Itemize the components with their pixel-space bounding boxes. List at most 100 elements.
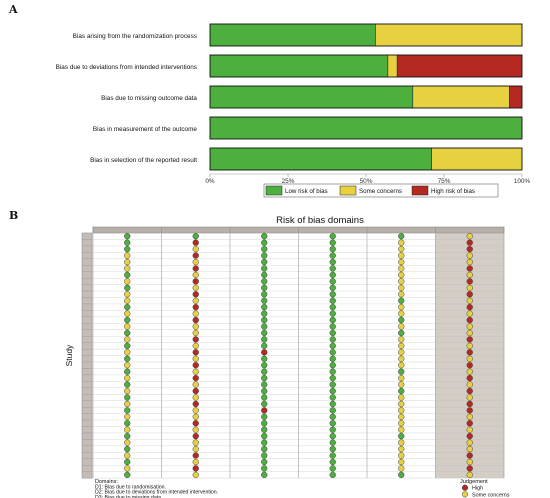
judgement-dot [192, 291, 199, 298]
judgement-dot [329, 381, 336, 388]
y-axis-label: Study [64, 344, 74, 366]
judgement-dot [466, 297, 473, 304]
legend: Low risk of bias Some concerns High risk o… [263, 183, 499, 198]
domain-note: D3: Bias due to missing data. [95, 495, 162, 498]
judgement-dot [261, 323, 268, 330]
judgement-dot [466, 342, 473, 350]
judgement-dot [329, 291, 336, 298]
judgement-dot [398, 271, 405, 279]
domain-note: D1: Bias due to randomisation. [95, 484, 166, 490]
judgement-dot [261, 400, 268, 408]
judgement-dot [192, 271, 199, 279]
judgement-legend-label: Some concerns [472, 492, 510, 498]
judgement-dot [261, 445, 268, 453]
legend-label: Some concerns [359, 188, 402, 195]
bar-segment-1 [209, 85, 414, 109]
bar-segment-2 [387, 54, 398, 78]
legend-frame [263, 183, 499, 198]
bar-outline [209, 85, 523, 109]
judgement-dot [124, 245, 131, 253]
judgement-dot [466, 420, 473, 427]
judgement-dot [261, 439, 268, 446]
judgement-dot [398, 439, 405, 446]
judgement-dot [192, 349, 199, 356]
judgement-dot [261, 252, 268, 259]
judgement-dot [398, 433, 405, 440]
judgement-dot [466, 394, 473, 401]
judgement-dot [329, 458, 336, 466]
judgement-dot [124, 368, 131, 375]
judgement-dot [192, 407, 199, 414]
judgement-dot [124, 239, 131, 246]
judgement-dot [466, 245, 473, 253]
judgement-dot [329, 304, 336, 311]
judgement-dot [192, 245, 199, 253]
judgement-dot [466, 349, 473, 356]
legend-swatch [411, 185, 429, 196]
judgement-dot [329, 465, 336, 472]
category-label: Bias in selection of the reported result [90, 157, 197, 164]
judgement-dot [261, 291, 268, 298]
judgement-dot [329, 355, 336, 362]
judgement-dot [192, 381, 199, 388]
judgement-dot [261, 387, 268, 395]
judgement-dot [398, 265, 405, 272]
legend-swatch [265, 185, 283, 196]
judgement-dot [261, 381, 268, 388]
judgement-dot [466, 471, 473, 479]
judgement-dot [124, 336, 131, 343]
category-label: Bias arising from the randomization proc… [73, 33, 197, 40]
judgement-dot [261, 336, 268, 343]
judgement-dot [261, 297, 268, 304]
judgement-dot [124, 304, 131, 311]
judgement-dot [398, 252, 405, 259]
judgement-dot [261, 271, 268, 279]
judgement-dot [124, 445, 131, 453]
bar-outline [209, 116, 523, 140]
judgement-legend-dot [461, 491, 469, 498]
judgement-dot [466, 407, 473, 414]
judgement-dot [261, 304, 268, 311]
judgement-dot [261, 329, 268, 337]
judgement-dot [124, 291, 131, 298]
panel-b-letter: B [9, 209, 19, 222]
judgement-dot [261, 233, 268, 240]
judgement-dot [466, 329, 473, 337]
judgement-dot [192, 413, 199, 420]
judgement-dot [398, 342, 405, 350]
judgement-dot [124, 439, 131, 446]
judgement-dot [329, 407, 336, 414]
judgement-dot [398, 278, 405, 285]
judgement-dot [192, 375, 199, 382]
judgement-dot [329, 297, 336, 304]
judgement-dot [398, 291, 405, 298]
judgement-dot [192, 400, 199, 408]
judgement-dot [192, 342, 199, 350]
judgement-dot [192, 316, 199, 324]
judgement-dot [329, 426, 336, 433]
bar-segment-1 [209, 54, 389, 78]
judgement-dot [398, 284, 405, 291]
judgement-dot [329, 413, 336, 420]
judgement-dot [192, 239, 199, 246]
summary-bar-chart: Bias arising from the randomization proc… [56, 23, 531, 198]
judgement-dot [466, 452, 473, 459]
judgement-dot [192, 284, 199, 291]
judgement-dot [466, 426, 473, 433]
judgement-dot [124, 284, 131, 291]
judgement-dot [466, 316, 473, 324]
judgement-dot [398, 452, 405, 459]
judgement-dot [261, 316, 268, 324]
judgement-dot [466, 362, 473, 369]
judgement-dot [261, 265, 268, 272]
judgement-dot [329, 362, 336, 369]
judgement-dot [261, 420, 268, 427]
judgement-dot [261, 375, 268, 382]
x-tick-label: 100% [514, 178, 531, 185]
judgement-dot [261, 471, 268, 479]
judgement-dot [124, 271, 131, 279]
judgement-dot [124, 233, 131, 240]
judgement-dot [329, 387, 336, 395]
judgement-dot [261, 426, 268, 433]
legend-label: Low risk of bias [285, 188, 328, 195]
